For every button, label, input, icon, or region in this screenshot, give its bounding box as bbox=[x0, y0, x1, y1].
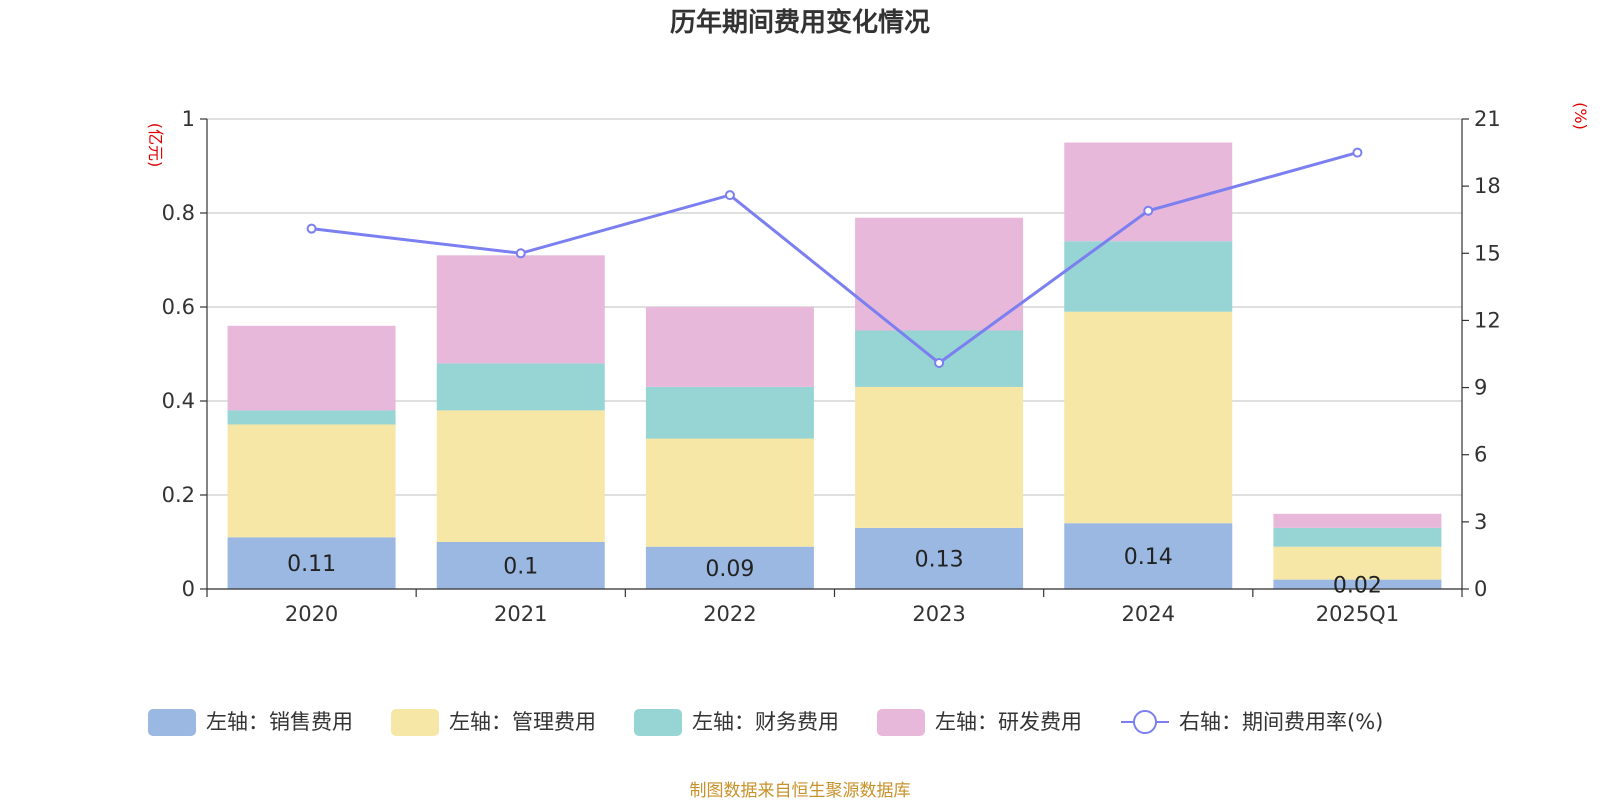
legend-label: 左轴：研发费用 bbox=[935, 710, 1082, 734]
rate-point bbox=[306, 223, 317, 234]
x-axis-label: 2020 bbox=[285, 602, 338, 626]
rate-point bbox=[515, 248, 526, 259]
bar-segment bbox=[855, 386, 1024, 528]
bar-segment bbox=[1273, 546, 1442, 580]
rate-point bbox=[1352, 147, 1363, 158]
bar-segment bbox=[645, 386, 814, 439]
legend-label: 左轴：管理费用 bbox=[449, 710, 596, 734]
right-axis-tick-label: 12 bbox=[1474, 308, 1501, 332]
legend-swatch bbox=[148, 709, 196, 736]
legend-marker bbox=[1133, 710, 1157, 734]
legend-label: 左轴：财务费用 bbox=[692, 710, 839, 734]
bar-segment bbox=[227, 424, 396, 538]
bar-segment bbox=[436, 255, 605, 364]
bar-value-label: 0.13 bbox=[915, 547, 964, 572]
rate-point bbox=[1143, 205, 1154, 216]
left-axis-tick-label: 0.4 bbox=[162, 389, 195, 413]
bar-segment bbox=[436, 410, 605, 542]
bar-segment bbox=[227, 537, 396, 589]
bar-segment bbox=[1064, 523, 1233, 589]
legend-label: 左轴：销售费用 bbox=[206, 710, 353, 734]
right-axis-unit: (%) bbox=[1571, 102, 1590, 130]
rate-point bbox=[724, 190, 735, 201]
right-axis-tick-label: 9 bbox=[1474, 376, 1487, 400]
left-axis-unit: (亿元) bbox=[146, 123, 165, 168]
legend-swatch bbox=[634, 709, 682, 736]
legend: 左轴：销售费用 左轴：管理费用 左轴：财务费用 左轴：研发费用 右轴：期间费用率(%) bbox=[148, 709, 1383, 736]
bar-segment bbox=[436, 363, 605, 411]
x-axis-label: 2025Q1 bbox=[1316, 602, 1399, 626]
left-axis-tick-label: 0.6 bbox=[162, 295, 195, 319]
legend-swatch bbox=[877, 709, 925, 736]
legend-label: 右轴：期间费用率(%) bbox=[1179, 710, 1383, 734]
bars bbox=[227, 142, 1442, 589]
right-axis-tick-label: 0 bbox=[1474, 577, 1487, 601]
right-axis-tick-label: 3 bbox=[1474, 510, 1487, 534]
bar-segment bbox=[645, 546, 814, 589]
bar-segment bbox=[436, 542, 605, 589]
bar-segment bbox=[1064, 142, 1233, 242]
left-axis-tick-label: 0.8 bbox=[162, 201, 195, 225]
x-axis-label: 2022 bbox=[703, 602, 756, 626]
right-axis-tick-label: 18 bbox=[1474, 174, 1501, 198]
data-labels: 0.11 0.1 0.09 0.13 0.14 0.02 bbox=[287, 545, 1382, 598]
axes: 0 0.2 0.4 0.6 0.8 1 0 3 6 9 12 15 18 21 2020 2021 2022 20… bbox=[162, 107, 1501, 626]
bar-segment bbox=[645, 307, 814, 387]
x-axis-label: 2024 bbox=[1122, 602, 1175, 626]
bar-segment bbox=[645, 438, 814, 547]
bar-value-label: 0.09 bbox=[705, 557, 754, 582]
rate-point bbox=[934, 357, 945, 368]
left-axis-tick-label: 0 bbox=[182, 577, 195, 601]
legend-swatch bbox=[391, 709, 439, 736]
bar-segment bbox=[855, 217, 1024, 331]
bar-segment bbox=[1273, 579, 1442, 589]
chart-title: 历年期间费用变化情况 bbox=[670, 7, 930, 38]
bar-value-label: 0.11 bbox=[287, 552, 336, 577]
bar-segment bbox=[1064, 311, 1233, 524]
bar-segment bbox=[855, 527, 1024, 589]
x-axis-label: 2023 bbox=[912, 602, 965, 626]
right-axis-tick-label: 21 bbox=[1474, 107, 1501, 131]
bar-value-label: 0.02 bbox=[1333, 573, 1382, 598]
bar-segment bbox=[1273, 513, 1442, 528]
right-axis-tick-label: 6 bbox=[1474, 443, 1487, 467]
x-axis-label: 2021 bbox=[494, 602, 547, 626]
bar-segment bbox=[227, 410, 396, 425]
left-axis-tick-label: 1 bbox=[182, 107, 195, 131]
left-axis-tick-label: 0.2 bbox=[162, 483, 195, 507]
bar-value-label: 0.14 bbox=[1124, 545, 1173, 570]
bar-value-label: 0.1 bbox=[503, 555, 538, 580]
rate-line bbox=[306, 147, 1363, 368]
bar-segment bbox=[1273, 527, 1442, 547]
source-note: 制图数据来自恒生聚源数据库 bbox=[690, 781, 911, 800]
rate-line-path bbox=[311, 151, 1358, 365]
bar-segment bbox=[227, 325, 396, 411]
right-axis-tick-label: 15 bbox=[1474, 241, 1501, 265]
